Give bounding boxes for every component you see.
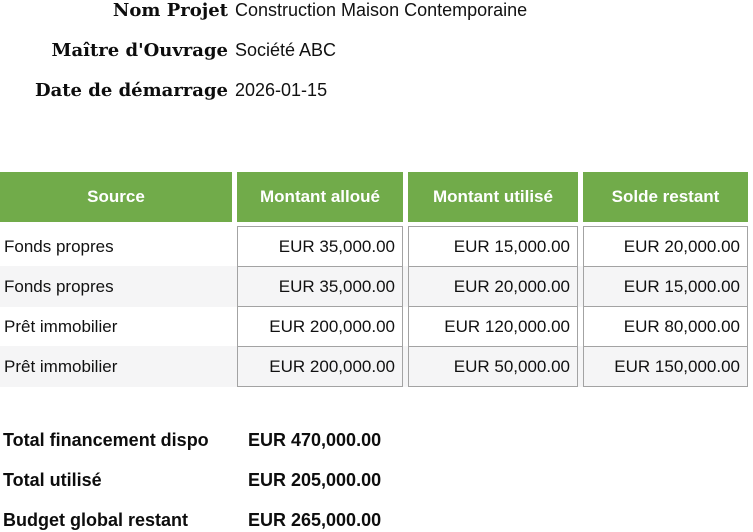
cell-montant-alloue: EUR 35,000.00 [237, 266, 403, 307]
table-header-montant-utilise: Montant utilisé [408, 172, 578, 222]
table-row: Prêt immobilier EUR 200,000.00 EUR 50,00… [0, 346, 748, 387]
total-row-utilise: Total utilisé EUR 205,000.00 [0, 470, 753, 510]
cell-source: Fonds propres [4, 276, 114, 296]
cell-source: Prêt immobilier [4, 316, 118, 336]
owner-value: Société ABC [235, 40, 337, 60]
budget-restant-value: EUR 265,000.00 [248, 510, 382, 530]
start-date-value: 2026-01-15 [235, 80, 328, 100]
info-row-start-date: Date de démarrage 2026-01-15 [0, 80, 753, 120]
total-utilise-label: Total utilisé [3, 470, 102, 490]
cell-montant-alloue: EUR 200,000.00 [237, 306, 403, 347]
table-row: Fonds propres EUR 35,000.00 EUR 20,000.0… [0, 266, 748, 307]
cell-montant-alloue: EUR 200,000.00 [237, 346, 403, 387]
info-row-project-name: Nom Projet Construction Maison Contempor… [0, 0, 753, 40]
financing-table: Source Montant alloué Montant utilisé So… [0, 172, 753, 387]
owner-label: Maître d'Ouvrage [51, 40, 228, 61]
table-row: Fonds propres EUR 35,000.00 EUR 15,000.0… [0, 226, 748, 267]
table-header-source: Source [0, 172, 232, 222]
totals-section: Total financement dispo EUR 470,000.00 T… [0, 430, 753, 532]
cell-montant-utilise: EUR 50,000.00 [408, 346, 578, 387]
total-financement-label: Total financement dispo [3, 430, 209, 450]
cell-solde-restant: EUR 20,000.00 [583, 226, 748, 267]
cell-montant-utilise: EUR 15,000.00 [408, 226, 578, 267]
cell-source: Prêt immobilier [4, 356, 118, 376]
cell-montant-utilise: EUR 20,000.00 [408, 266, 578, 307]
budget-restant-label: Budget global restant [3, 510, 189, 530]
cell-source: Fonds propres [4, 236, 114, 256]
table-row: Prêt immobilier EUR 200,000.00 EUR 120,0… [0, 306, 748, 347]
project-name-value: Construction Maison Contemporaine [235, 0, 528, 20]
total-utilise-value: EUR 205,000.00 [248, 470, 382, 490]
info-row-owner: Maître d'Ouvrage Société ABC [0, 40, 753, 80]
project-info-section: Nom Projet Construction Maison Contempor… [0, 0, 753, 120]
start-date-label: Date de démarrage [34, 80, 228, 101]
cell-solde-restant: EUR 150,000.00 [583, 346, 748, 387]
cell-montant-alloue: EUR 35,000.00 [237, 226, 403, 267]
table-header-solde-restant: Solde restant [583, 172, 748, 222]
table-header-row: Source Montant alloué Montant utilisé So… [0, 172, 748, 222]
total-row-budget-restant: Budget global restant EUR 265,000.00 [0, 510, 753, 532]
cell-solde-restant: EUR 80,000.00 [583, 306, 748, 347]
project-name-label: Nom Projet [112, 0, 228, 21]
table-header-montant-alloue: Montant alloué [237, 172, 403, 222]
cell-solde-restant: EUR 15,000.00 [583, 266, 748, 307]
total-financement-value: EUR 470,000.00 [248, 430, 382, 450]
cell-montant-utilise: EUR 120,000.00 [408, 306, 578, 347]
total-row-financement-dispo: Total financement dispo EUR 470,000.00 [0, 430, 753, 470]
table-body: Fonds propres EUR 35,000.00 EUR 15,000.0… [0, 226, 753, 387]
